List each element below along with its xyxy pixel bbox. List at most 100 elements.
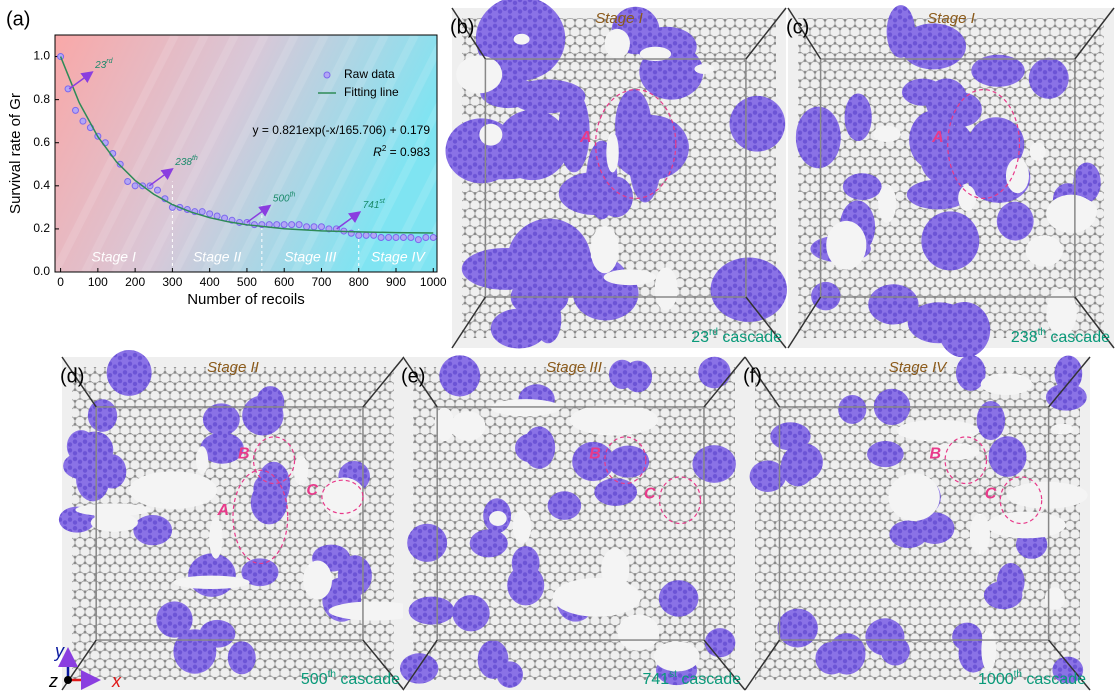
- vacancy-hole: [987, 512, 1066, 539]
- equation: y = 0.821exp(-x/165.706) + 0.179: [253, 123, 431, 137]
- x-tick-label: 700: [311, 275, 331, 289]
- lattice-region: [997, 202, 1034, 241]
- lattice-region: [785, 443, 823, 480]
- vacancy-hole: [606, 132, 618, 172]
- marker-label: C: [985, 485, 997, 502]
- lattice-region: [942, 92, 982, 126]
- lattice-region: [659, 580, 699, 616]
- lattice-region: [515, 433, 546, 462]
- cascade-word: cascade: [681, 671, 741, 688]
- lattice-region: [938, 302, 990, 358]
- data-point: [386, 235, 392, 241]
- annotation-number: 500: [273, 193, 290, 204]
- lattice-region: [509, 79, 585, 113]
- r-squared: R2 = 0.983: [373, 144, 430, 160]
- lattice-region: [1046, 384, 1087, 411]
- marker-label: A: [216, 502, 229, 519]
- vacancy-hole: [196, 446, 208, 474]
- lattice-region: [629, 117, 661, 202]
- data-point: [363, 232, 369, 238]
- vacancy-hole: [1029, 142, 1045, 160]
- marker-label: B: [930, 445, 942, 462]
- lattice-region: [730, 96, 786, 152]
- cascade-label: 741st cascade: [642, 669, 741, 688]
- vacancy-hole: [553, 578, 641, 617]
- data-point: [408, 235, 414, 241]
- cascade-suffix: th: [328, 669, 336, 680]
- data-point: [400, 235, 406, 241]
- panel-label: (a): [6, 8, 30, 30]
- lattice-region: [989, 436, 1027, 477]
- data-point: [393, 235, 399, 241]
- lattice-region: [750, 461, 786, 492]
- lattice-region: [338, 555, 372, 596]
- vacancy-hole: [1051, 424, 1073, 435]
- data-point: [251, 222, 257, 228]
- lattice-region: [867, 441, 904, 467]
- lattice-region: [199, 620, 235, 648]
- x-tick-label: 100: [88, 275, 108, 289]
- data-point: [207, 211, 213, 217]
- lattice-region: [507, 565, 544, 605]
- lattice-region: [692, 445, 735, 483]
- vacancy-hole: [75, 504, 151, 517]
- vacancy-hole: [1069, 199, 1097, 222]
- vacancy-hole: [826, 221, 866, 270]
- simulation-panel: (e)Stage III741st cascadeBC: [400, 355, 745, 690]
- vacancy-hole: [694, 64, 714, 74]
- lattice-region: [439, 355, 480, 396]
- vacancy-hole: [981, 373, 1032, 395]
- stage-title: Stage III: [546, 359, 602, 376]
- lattice-region: [881, 636, 910, 665]
- data-point: [154, 187, 160, 193]
- data-point: [80, 118, 86, 124]
- data-point: [289, 222, 295, 228]
- panel-label: (d): [60, 365, 84, 387]
- cascade-number: 741: [642, 671, 669, 688]
- annotation-suffix: th: [192, 155, 198, 162]
- vacancy-hole: [897, 420, 980, 442]
- vacancy-hole: [878, 184, 896, 222]
- x-tick-label: 800: [349, 275, 369, 289]
- x-tick-label: 0: [57, 275, 64, 289]
- marker-label: A: [579, 129, 592, 146]
- marker-label: C: [644, 485, 656, 502]
- data-point: [72, 107, 78, 113]
- data-point: [281, 222, 287, 228]
- lattice-region: [497, 661, 523, 687]
- y-tick-label: 0.2: [33, 221, 50, 235]
- x-tick-label: 200: [125, 275, 145, 289]
- marker-label: B: [589, 445, 601, 462]
- vacancy-hole: [873, 126, 900, 142]
- annotation-number: 741: [363, 200, 380, 211]
- x-tick-label: 600: [274, 275, 294, 289]
- triad-origin: [64, 676, 72, 684]
- data-point: [423, 235, 429, 241]
- stage-label: Stage II: [193, 249, 241, 265]
- y-tick-label: 0.0: [33, 264, 50, 278]
- cascade-number: 500: [301, 671, 328, 688]
- cascade-number: 1000: [978, 671, 1014, 688]
- vacancy-hole: [591, 226, 619, 273]
- vacancy-hole: [173, 576, 249, 589]
- lattice-region: [156, 601, 192, 637]
- stage-title: Stage I: [927, 10, 975, 27]
- lattice-region: [624, 361, 653, 393]
- data-point: [214, 213, 220, 219]
- cascade-word: cascade: [340, 671, 400, 688]
- cascade-suffix: th: [1014, 669, 1022, 680]
- stage-label: Stage III: [284, 249, 336, 265]
- lattice-region: [462, 248, 548, 290]
- triad-z-label: z: [48, 671, 58, 691]
- legend-swatch: [324, 72, 330, 78]
- lattice-region: [921, 211, 979, 270]
- x-tick-label: 300: [162, 275, 182, 289]
- lattice-region: [777, 609, 818, 648]
- lattice-region: [452, 595, 489, 631]
- marker-label: B: [238, 445, 250, 462]
- stage-title: Stage II: [207, 359, 259, 376]
- lattice-region: [107, 350, 152, 396]
- vacancy-hole: [605, 29, 630, 59]
- lattice-region: [496, 110, 568, 180]
